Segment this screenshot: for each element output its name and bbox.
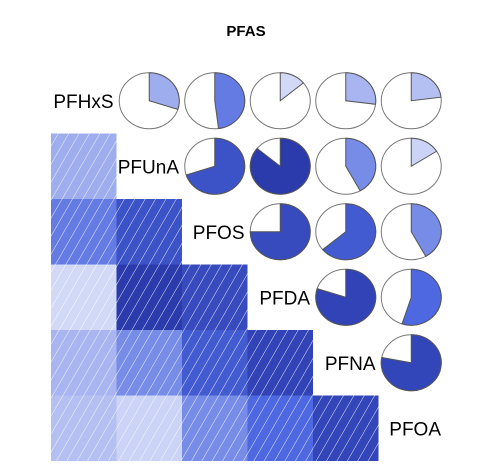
shade-cell-pfoa-pfos bbox=[182, 395, 248, 461]
shade-cell-pfoa-pfuna bbox=[116, 395, 182, 461]
pie-cell-pfhxs-pfos bbox=[184, 72, 246, 130]
shade-cell-pfda-pfos bbox=[182, 264, 248, 330]
pie-cell-pfhxs-pfda bbox=[249, 72, 311, 130]
pie-cell-pfhxs-pfoa bbox=[380, 72, 442, 130]
shade-cell-pfna-pfos bbox=[182, 330, 248, 396]
shade-cell-pfoa-pfna bbox=[313, 395, 379, 461]
shade-cell-pfos-pfhxs bbox=[51, 199, 117, 265]
variable-label-pfna: PFNA bbox=[325, 354, 376, 375]
variable-label-pfos: PFOS bbox=[193, 223, 245, 244]
shade-cell-pfna-pfda bbox=[247, 330, 313, 396]
variable-label-pfhxs: PFHxS bbox=[53, 92, 113, 113]
pie-cell-pfuna-pfoa bbox=[380, 137, 442, 195]
shade-cell-pfoa-pfda bbox=[247, 395, 313, 461]
chart-title: PFAS bbox=[226, 23, 265, 40]
pie-cell-pfhxs-pfna bbox=[315, 72, 377, 130]
pie-cell-pfos-pfoa bbox=[380, 203, 442, 261]
shade-cell-pfna-pfuna bbox=[116, 330, 182, 396]
pie-cell-pfuna-pfna bbox=[315, 137, 377, 195]
variable-label-pfoa: PFOA bbox=[389, 419, 441, 440]
shade-cell-pfos-pfuna bbox=[116, 199, 182, 265]
pie-cell-pfda-pfoa bbox=[380, 268, 442, 326]
pie-cell-pfuna-pfda bbox=[249, 137, 311, 195]
pie-cell-pfna-pfoa bbox=[380, 334, 442, 392]
shade-cell-pfda-pfuna bbox=[116, 264, 182, 330]
pie-cell-pfos-pfda bbox=[249, 203, 311, 261]
shade-cell-pfuna-pfhxs bbox=[51, 133, 117, 199]
shade-cell-pfoa-pfhxs bbox=[51, 395, 117, 461]
variable-label-pfuna: PFUnA bbox=[118, 157, 180, 178]
pie-cell-pfuna-pfos bbox=[184, 137, 246, 195]
shade-cell-pfna-pfhxs bbox=[51, 330, 117, 396]
variable-label-pfda: PFDA bbox=[259, 288, 310, 309]
pie-cell-pfda-pfna bbox=[315, 268, 377, 326]
pie-cell-pfos-pfna bbox=[315, 203, 377, 261]
shade-cell-pfda-pfhxs bbox=[51, 264, 117, 330]
pie-cell-pfhxs-pfuna bbox=[118, 72, 180, 130]
